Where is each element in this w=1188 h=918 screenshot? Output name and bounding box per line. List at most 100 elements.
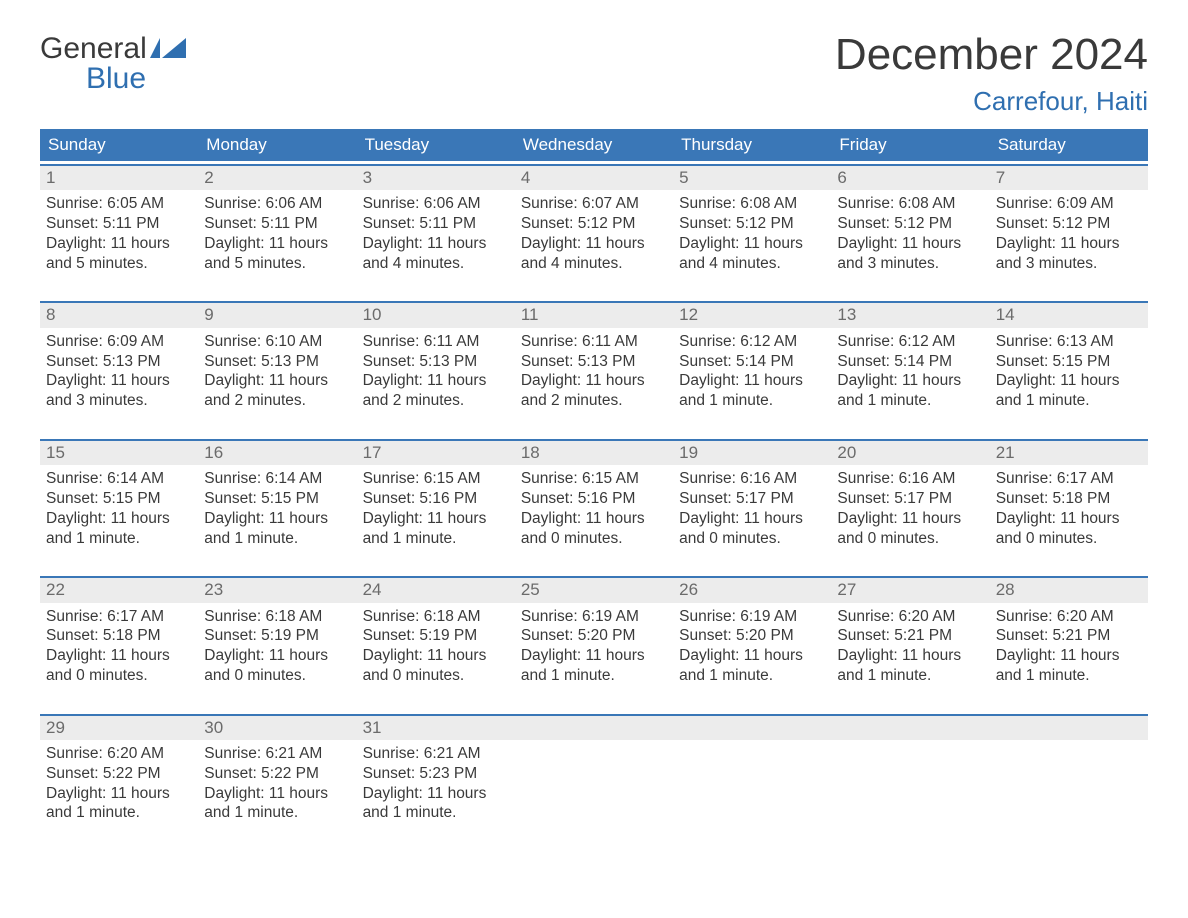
day-sunrise: Sunrise: 6:09 AM <box>996 194 1142 214</box>
day-daylight2: and 2 minutes. <box>204 391 350 411</box>
day-sunrise: Sunrise: 6:15 AM <box>521 469 667 489</box>
weekday-header: Monday <box>198 129 356 161</box>
day-sunset: Sunset: 5:15 PM <box>204 489 350 509</box>
day-daylight1: Daylight: 11 hours <box>363 234 509 254</box>
day-daylight2: and 5 minutes. <box>46 254 192 274</box>
day-daylight1: Daylight: 11 hours <box>521 371 667 391</box>
day-cell: 31Sunrise: 6:21 AMSunset: 5:23 PMDayligh… <box>357 716 515 848</box>
day-number: 22 <box>40 578 198 602</box>
day-cell: 17Sunrise: 6:15 AMSunset: 5:16 PMDayligh… <box>357 441 515 573</box>
day-number: 30 <box>198 716 356 740</box>
day-sunrise: Sunrise: 6:16 AM <box>837 469 983 489</box>
day-body: Sunrise: 6:13 AMSunset: 5:15 PMDaylight:… <box>990 328 1148 436</box>
day-cell: 8Sunrise: 6:09 AMSunset: 5:13 PMDaylight… <box>40 303 198 435</box>
day-daylight2: and 5 minutes. <box>204 254 350 274</box>
day-daylight2: and 1 minute. <box>46 529 192 549</box>
day-daylight1: Daylight: 11 hours <box>521 234 667 254</box>
day-cell: 25Sunrise: 6:19 AMSunset: 5:20 PMDayligh… <box>515 578 673 710</box>
day-cell: 11Sunrise: 6:11 AMSunset: 5:13 PMDayligh… <box>515 303 673 435</box>
day-sunset: Sunset: 5:11 PM <box>363 214 509 234</box>
day-cell: 29Sunrise: 6:20 AMSunset: 5:22 PMDayligh… <box>40 716 198 848</box>
day-sunset: Sunset: 5:23 PM <box>363 764 509 784</box>
day-body: Sunrise: 6:06 AMSunset: 5:11 PMDaylight:… <box>357 190 515 298</box>
day-daylight1: Daylight: 11 hours <box>996 371 1142 391</box>
day-cell: 10Sunrise: 6:11 AMSunset: 5:13 PMDayligh… <box>357 303 515 435</box>
day-sunrise: Sunrise: 6:21 AM <box>204 744 350 764</box>
day-body: Sunrise: 6:09 AMSunset: 5:12 PMDaylight:… <box>990 190 1148 298</box>
day-daylight1: Daylight: 11 hours <box>46 646 192 666</box>
day-sunrise: Sunrise: 6:05 AM <box>46 194 192 214</box>
day-body: Sunrise: 6:12 AMSunset: 5:14 PMDaylight:… <box>673 328 831 436</box>
day-cell: 23Sunrise: 6:18 AMSunset: 5:19 PMDayligh… <box>198 578 356 710</box>
day-daylight2: and 4 minutes. <box>679 254 825 274</box>
weekday-header: Thursday <box>673 129 831 161</box>
day-body: Sunrise: 6:09 AMSunset: 5:13 PMDaylight:… <box>40 328 198 436</box>
day-number: 23 <box>198 578 356 602</box>
day-body: Sunrise: 6:08 AMSunset: 5:12 PMDaylight:… <box>673 190 831 298</box>
day-sunrise: Sunrise: 6:19 AM <box>679 607 825 627</box>
day-sunset: Sunset: 5:11 PM <box>46 214 192 234</box>
day-daylight2: and 0 minutes. <box>46 666 192 686</box>
day-body: Sunrise: 6:20 AMSunset: 5:22 PMDaylight:… <box>40 740 198 848</box>
day-number: 18 <box>515 441 673 465</box>
day-daylight2: and 3 minutes. <box>837 254 983 274</box>
day-sunrise: Sunrise: 6:11 AM <box>521 332 667 352</box>
day-daylight2: and 3 minutes. <box>996 254 1142 274</box>
day-sunset: Sunset: 5:21 PM <box>837 626 983 646</box>
day-daylight1: Daylight: 11 hours <box>46 234 192 254</box>
day-sunset: Sunset: 5:16 PM <box>521 489 667 509</box>
day-sunset: Sunset: 5:19 PM <box>363 626 509 646</box>
day-daylight2: and 1 minute. <box>679 666 825 686</box>
logo-top-line: General <box>40 34 186 64</box>
week-row: 1Sunrise: 6:05 AMSunset: 5:11 PMDaylight… <box>40 164 1148 298</box>
title-block: December 2024 Carrefour, Haiti <box>835 30 1148 117</box>
day-sunrise: Sunrise: 6:14 AM <box>46 469 192 489</box>
day-daylight1: Daylight: 11 hours <box>996 509 1142 529</box>
day-cell: 3Sunrise: 6:06 AMSunset: 5:11 PMDaylight… <box>357 166 515 298</box>
day-daylight2: and 1 minute. <box>363 529 509 549</box>
day-sunrise: Sunrise: 6:13 AM <box>996 332 1142 352</box>
day-sunset: Sunset: 5:22 PM <box>46 764 192 784</box>
day-cell: 30Sunrise: 6:21 AMSunset: 5:22 PMDayligh… <box>198 716 356 848</box>
day-cell: 6Sunrise: 6:08 AMSunset: 5:12 PMDaylight… <box>831 166 989 298</box>
day-body: Sunrise: 6:19 AMSunset: 5:20 PMDaylight:… <box>673 603 831 711</box>
day-cell: 7Sunrise: 6:09 AMSunset: 5:12 PMDaylight… <box>990 166 1148 298</box>
logo: General Blue <box>40 30 186 94</box>
day-sunrise: Sunrise: 6:12 AM <box>837 332 983 352</box>
weekday-header: Wednesday <box>515 129 673 161</box>
day-sunset: Sunset: 5:12 PM <box>996 214 1142 234</box>
day-daylight1: Daylight: 11 hours <box>996 646 1142 666</box>
day-sunrise: Sunrise: 6:15 AM <box>363 469 509 489</box>
day-body: Sunrise: 6:14 AMSunset: 5:15 PMDaylight:… <box>198 465 356 573</box>
location-subtitle: Carrefour, Haiti <box>835 86 1148 117</box>
day-body: Sunrise: 6:21 AMSunset: 5:22 PMDaylight:… <box>198 740 356 848</box>
day-sunset: Sunset: 5:12 PM <box>679 214 825 234</box>
day-sunrise: Sunrise: 6:17 AM <box>46 607 192 627</box>
day-sunset: Sunset: 5:19 PM <box>204 626 350 646</box>
day-daylight1: Daylight: 11 hours <box>46 371 192 391</box>
day-cell: 24Sunrise: 6:18 AMSunset: 5:19 PMDayligh… <box>357 578 515 710</box>
day-daylight1: Daylight: 11 hours <box>204 646 350 666</box>
day-daylight2: and 2 minutes. <box>363 391 509 411</box>
day-number: 1 <box>40 166 198 190</box>
day-daylight2: and 1 minute. <box>996 391 1142 411</box>
day-sunrise: Sunrise: 6:12 AM <box>679 332 825 352</box>
day-cell: 18Sunrise: 6:15 AMSunset: 5:16 PMDayligh… <box>515 441 673 573</box>
day-body: Sunrise: 6:17 AMSunset: 5:18 PMDaylight:… <box>40 603 198 711</box>
day-daylight1: Daylight: 11 hours <box>679 509 825 529</box>
day-number: 28 <box>990 578 1148 602</box>
day-daylight2: and 4 minutes. <box>363 254 509 274</box>
day-daylight1: Daylight: 11 hours <box>363 646 509 666</box>
day-sunrise: Sunrise: 6:16 AM <box>679 469 825 489</box>
day-number: 3 <box>357 166 515 190</box>
day-daylight1: Daylight: 11 hours <box>679 371 825 391</box>
weekday-header-row: Sunday Monday Tuesday Wednesday Thursday… <box>40 129 1148 161</box>
day-body: Sunrise: 6:06 AMSunset: 5:11 PMDaylight:… <box>198 190 356 298</box>
day-body <box>990 740 1148 848</box>
page-title: December 2024 <box>835 30 1148 80</box>
day-number: 14 <box>990 303 1148 327</box>
day-sunset: Sunset: 5:21 PM <box>996 626 1142 646</box>
day-number: 13 <box>831 303 989 327</box>
day-cell: 22Sunrise: 6:17 AMSunset: 5:18 PMDayligh… <box>40 578 198 710</box>
day-sunset: Sunset: 5:18 PM <box>996 489 1142 509</box>
